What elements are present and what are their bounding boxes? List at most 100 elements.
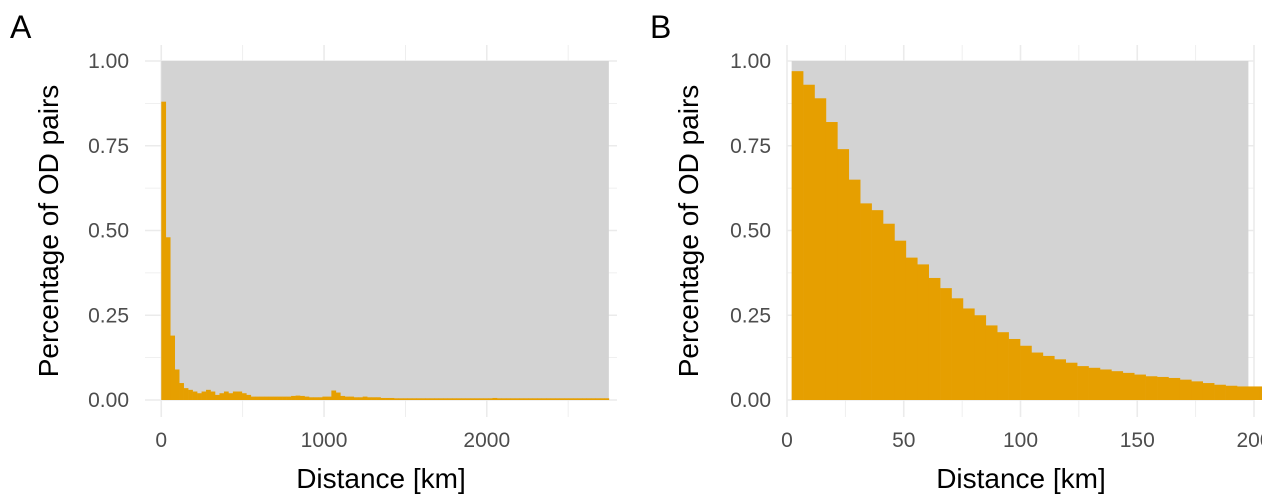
panel-a-x-ticks: 0 1000 2000 [155,429,510,452]
histogram-bar [523,398,529,400]
histogram-bar [599,398,605,400]
y-tick-label: 1.00 [730,50,771,73]
histogram-bar [344,396,350,400]
histogram-bar [848,179,861,400]
histogram-bar [317,397,323,400]
histogram-bar [313,397,319,400]
histogram-bar [188,389,193,400]
histogram-bar [425,398,431,400]
panel-b-y-axis-title: Percentage of OD pairs [673,85,704,378]
histogram-bar [505,398,511,400]
histogram-bar [394,398,399,400]
histogram-bar [273,396,278,400]
histogram-bar [250,396,256,400]
histogram-bar [465,398,471,400]
histogram-bar [871,210,884,400]
histogram-bar [1214,384,1226,400]
histogram-bar [951,298,964,400]
histogram-bar [277,396,283,400]
histogram-bar [331,390,337,400]
histogram-bar [416,398,422,400]
histogram-bar [420,398,426,400]
histogram-bar [255,396,261,400]
panel-a-shaded-region [161,61,609,400]
histogram-bar [443,398,449,400]
histogram-bar [264,396,269,400]
histogram-bar [1065,362,1078,400]
x-tick-label: 2000 [463,429,510,452]
histogram-bar [1259,386,1262,400]
y-tick-label: 0.50 [730,220,771,243]
histogram-bar [358,397,363,400]
histogram-bar [165,237,171,400]
histogram-bar [474,398,480,400]
histogram-bar [237,391,243,400]
x-tick-label: 100 [1003,429,1038,452]
histogram-bar [429,398,435,400]
histogram-bar [488,398,493,400]
histogram-bar [496,398,502,400]
panel-a-y-ticks: 0.00 0.25 0.50 0.75 1.00 [88,50,129,412]
histogram-bar [223,391,229,400]
histogram-bar [568,398,574,400]
histogram-bar [917,264,929,400]
histogram-bar [532,398,538,400]
histogram-bar [434,398,440,400]
histogram-bar [483,398,489,400]
histogram-bar [905,257,918,400]
histogram-bar [791,71,804,401]
histogram-bar [402,398,408,400]
histogram-bar [246,394,252,400]
histogram-bar [479,398,484,400]
histogram-bar [894,240,907,400]
histogram-bar [825,122,838,401]
histogram-bar [210,391,216,400]
histogram-bar [814,98,827,400]
y-tick-label: 0.25 [730,304,771,327]
histogram-bar [308,397,314,400]
y-tick-label: 0.00 [88,389,129,412]
panel-b-x-axis-title: Distance [km] [936,463,1106,494]
histogram-bar [492,397,498,400]
histogram-bar [860,203,872,400]
histogram-bar [183,388,189,400]
histogram-bar [837,149,850,400]
histogram-bar [1042,355,1055,400]
histogram-bar [304,396,310,400]
histogram-bar [1111,371,1124,400]
histogram-bar [385,397,390,400]
x-tick-label: 0 [781,429,793,452]
histogram-bar [259,396,265,400]
histogram-bar [1157,376,1169,400]
histogram-bar [1168,377,1181,400]
histogram-bar [376,397,381,400]
histogram-bar [1202,383,1215,400]
histogram-bar [179,383,184,400]
panel-b-y-ticks: 0.00 0.25 0.50 0.75 1.00 [730,50,771,412]
panel-a: 0.00 0.25 0.50 0.75 1.00 0 1000 2000 Distance … [0,0,630,495]
histogram-bar [528,398,534,400]
y-tick-label: 0.25 [88,304,129,327]
panel-a-label: A [10,9,32,45]
histogram-bar [519,398,525,400]
histogram-bar [367,397,372,400]
histogram-bar [595,398,601,400]
histogram-bar [582,398,587,400]
histogram-bar [510,398,516,400]
histogram-bar [452,398,457,400]
histogram-bar [555,398,560,400]
histogram-bar [1008,338,1021,400]
x-tick-label: 1000 [301,429,348,452]
histogram-bar [411,398,417,400]
histogram-bar [803,84,815,400]
histogram-bar [1145,376,1158,400]
histogram-bar [514,398,520,400]
histogram-bar [1236,386,1249,400]
histogram-bar [928,277,941,400]
histogram-bar [291,395,296,400]
y-tick-label: 0.75 [88,135,129,158]
histogram-bar [604,398,610,400]
panel-b-x-ticks: 0 50 100 150 200 [781,429,1262,452]
histogram-bar [1031,352,1044,400]
histogram-bar [380,397,386,400]
